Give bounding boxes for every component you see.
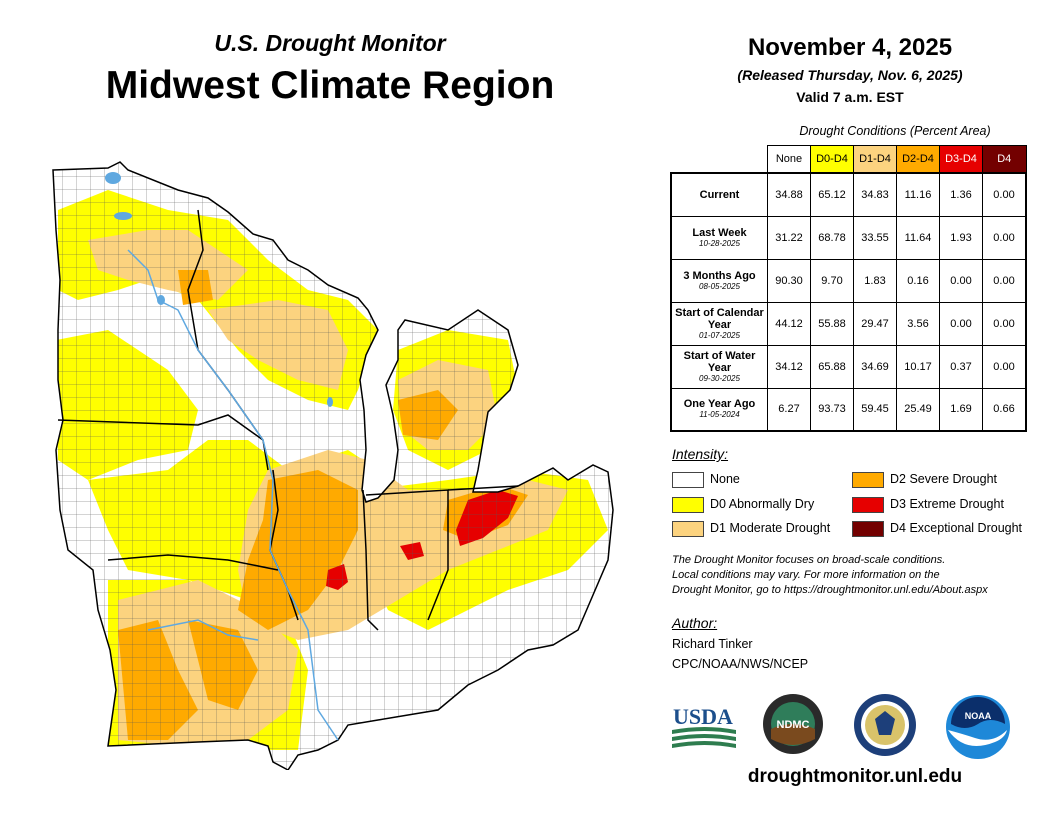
table-row: Current 34.88 65.12 34.83 11.16 1.36 0.0… — [670, 172, 1027, 217]
valid-time: Valid 7 a.m. EST — [796, 89, 904, 105]
table-cell: 59.45 — [853, 387, 897, 432]
row-label: One Year Ago 11-05-2024 — [670, 387, 768, 432]
svg-text:NDMC: NDMC — [777, 719, 810, 731]
svg-text:NOAA: NOAA — [965, 711, 992, 721]
lakes — [105, 172, 333, 407]
drought-map — [52, 161, 614, 770]
column-header: D1-D4 — [853, 145, 897, 174]
release-date: (Released Thursday, Nov. 6, 2025) — [737, 67, 963, 83]
row-label: Start of Calendar Year 01-07-2025 — [670, 301, 768, 346]
table-cell: 0.00 — [982, 344, 1027, 389]
map-subtitle: U.S. Drought Monitor — [214, 30, 446, 56]
author-name: Richard Tinker — [672, 637, 753, 651]
table-cell: 11.64 — [896, 215, 940, 260]
legend-label: D1 Moderate Drought — [710, 521, 831, 535]
author-org: CPC/NOAA/NWS/NCEP — [672, 657, 809, 671]
table-corner — [671, 145, 768, 174]
table-row: Start of Calendar Year 01-07-2025 44.12 5… — [670, 301, 1027, 346]
table-row: 3 Months Ago 08-05-2025 90.30 9.70 1.83 0… — [670, 258, 1027, 303]
legend-swatch-d0 — [672, 497, 704, 513]
table-cell: 33.55 — [853, 215, 897, 260]
table-cell: 1.93 — [939, 215, 983, 260]
row-label: 3 Months Ago 08-05-2025 — [670, 258, 768, 303]
row-label: Last Week 10-28-2025 — [670, 215, 768, 260]
table-cell: 31.22 — [767, 215, 811, 260]
doc-seal-logo — [854, 694, 916, 756]
disclaimer-note: The Drought Monitor focuses on broad-sca… — [672, 554, 988, 596]
intensity-title: Intensity: — [672, 446, 729, 462]
table-cell: 0.66 — [982, 387, 1027, 432]
table-cell: 10.17 — [896, 344, 940, 389]
table-cell: 90.30 — [767, 258, 811, 303]
legend-label: None — [710, 472, 740, 486]
usda-logo: USDA — [672, 704, 736, 748]
legend-swatch-none — [672, 472, 704, 488]
table-cell: 1.36 — [939, 172, 983, 217]
svg-text:USDA: USDA — [673, 704, 733, 729]
table-cell: 0.00 — [939, 301, 983, 346]
legend-swatch-d4 — [852, 521, 884, 537]
row-label: Current — [670, 172, 768, 217]
column-header: D4 — [982, 145, 1027, 174]
table-cell: 0.16 — [896, 258, 940, 303]
noaa-logo: NOAA — [946, 695, 1010, 759]
column-header: D2-D4 — [896, 145, 940, 174]
column-header: D3-D4 — [939, 145, 983, 174]
table-cell: 0.00 — [982, 215, 1027, 260]
author-heading: Author: — [672, 615, 718, 631]
table-row: Last Week 10-28-2025 31.22 68.78 33.55 11… — [670, 215, 1027, 260]
map-title: Midwest Climate Region — [105, 64, 555, 107]
table-cell: 44.12 — [767, 301, 811, 346]
legend-swatch-d1 — [672, 521, 704, 537]
table-cell: 11.16 — [896, 172, 940, 217]
table-cell: 65.88 — [810, 344, 854, 389]
legend-label: D0 Abnormally Dry — [710, 497, 815, 511]
table-cell: 29.47 — [853, 301, 897, 346]
table-cell: 1.83 — [853, 258, 897, 303]
table-cell: 0.00 — [982, 258, 1027, 303]
county-lines — [53, 162, 613, 770]
table-cell: 93.73 — [810, 387, 854, 432]
drought-conditions-table: None D0-D4 D1-D4 D2-D4 D3-D4 D4 Current … — [670, 145, 1027, 432]
column-header: None — [767, 145, 811, 174]
table-cell: 65.12 — [810, 172, 854, 217]
column-header: D0-D4 — [810, 145, 854, 174]
table-cell: 0.00 — [939, 258, 983, 303]
legend-label: D2 Severe Drought — [890, 472, 998, 486]
ndmc-logo: NDMC — [763, 694, 823, 754]
table-cell: 25.49 — [896, 387, 940, 432]
legend-label: D3 Extreme Drought — [890, 497, 1004, 511]
legend-swatch-d2 — [852, 472, 884, 488]
table-cell: 34.12 — [767, 344, 811, 389]
table-row: One Year Ago 11-05-2024 6.27 93.73 59.45 … — [670, 387, 1027, 432]
table-cell: 0.00 — [982, 172, 1027, 217]
map-date: November 4, 2025 — [747, 34, 953, 61]
row-label: Start of Water Year 09-30-2025 — [670, 344, 768, 389]
table-cell: 34.88 — [767, 172, 811, 217]
table-cell: 3.56 — [896, 301, 940, 346]
table-cell: 34.69 — [853, 344, 897, 389]
table-row: Start of Water Year 09-30-2025 34.12 65.8… — [670, 344, 1027, 389]
website-url[interactable]: droughtmonitor.unl.edu — [747, 766, 963, 787]
table-cell: 9.70 — [810, 258, 854, 303]
table-cell: 1.69 — [939, 387, 983, 432]
table-cell: 6.27 — [767, 387, 811, 432]
legend-label: D4 Exceptional Drought — [890, 521, 1023, 535]
table-cell: 68.78 — [810, 215, 854, 260]
table-cell: 0.00 — [982, 301, 1027, 346]
table-cell: 0.37 — [939, 344, 983, 389]
table-cell: 55.88 — [810, 301, 854, 346]
legend-swatch-d3 — [852, 497, 884, 513]
table-cell: 34.83 — [853, 172, 897, 217]
table-caption: Drought Conditions (Percent Area) — [799, 124, 991, 138]
